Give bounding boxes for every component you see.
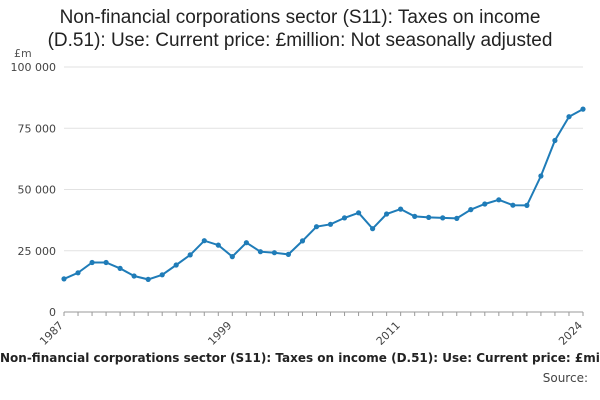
data-point[interactable]: [131, 273, 137, 279]
data-point[interactable]: [398, 206, 404, 212]
data-point[interactable]: [61, 276, 67, 282]
x-tick-label: 1999: [205, 319, 234, 345]
data-point[interactable]: [229, 254, 235, 260]
data-point[interactable]: [552, 137, 558, 144]
data-point[interactable]: [271, 250, 277, 256]
chart-title-line-1: Non-financial corporations sector (S11):…: [59, 7, 541, 28]
data-point[interactable]: [538, 173, 544, 179]
data-point[interactable]: [215, 242, 221, 248]
data-point[interactable]: [412, 213, 418, 219]
data-point[interactable]: [257, 249, 263, 255]
data-point[interactable]: [75, 270, 81, 276]
data-point[interactable]: [89, 259, 95, 266]
y-tick-label: 75 000: [18, 122, 57, 135]
x-axis: 1987 1999 2011 2024: [37, 312, 585, 345]
data-point[interactable]: [117, 265, 123, 271]
data-point[interactable]: [299, 238, 306, 244]
chart-title: Non-financial corporations sector (S11):…: [0, 6, 600, 52]
data-point[interactable]: [566, 114, 572, 120]
data-point[interactable]: [145, 276, 151, 282]
legend-entry: Non-financial corporations sector (S11):…: [0, 351, 600, 365]
y-unit-label: £m: [14, 47, 32, 60]
data-point[interactable]: [454, 215, 460, 221]
data-point[interactable]: [384, 211, 390, 217]
chart-title-line-2: (D.51): Use: Current price: £million: No…: [47, 30, 553, 51]
data-point[interactable]: [426, 214, 432, 220]
data-point[interactable]: [103, 259, 109, 266]
data-point[interactable]: [327, 221, 334, 227]
x-tick-label: 2024: [556, 319, 585, 345]
y-tick-label: 50 000: [18, 184, 57, 197]
data-point[interactable]: [468, 207, 474, 213]
gridlines: [64, 66, 583, 313]
data-point[interactable]: [201, 238, 207, 244]
data-point[interactable]: [580, 106, 586, 112]
data-point[interactable]: [356, 210, 362, 216]
source-label: Source:: [542, 371, 588, 385]
data-point[interactable]: [510, 202, 516, 208]
x-tick-label: 2011: [374, 319, 403, 345]
data-point[interactable]: [243, 240, 249, 246]
y-tick-label: 25 000: [18, 245, 57, 258]
y-tick-label: 100 000: [11, 61, 57, 74]
data-point[interactable]: [370, 226, 376, 232]
data-point[interactable]: [496, 197, 502, 203]
y-axis-ticks: 0 25 000 50 000 75 000 100 000: [11, 61, 57, 319]
legend: Non-financial corporations sector (S11):…: [0, 351, 600, 365]
line-chart: £m 0 25 000 50 000 75 000 100 000 1987 1999 20…: [11, 47, 586, 345]
x-tick-label: 1987: [37, 319, 66, 345]
data-point[interactable]: [341, 215, 348, 221]
y-tick-label: 0: [49, 306, 56, 319]
data-point[interactable]: [173, 262, 179, 268]
data-point[interactable]: [285, 251, 291, 257]
data-point[interactable]: [159, 272, 165, 278]
data-points: [61, 106, 586, 282]
data-point[interactable]: [187, 252, 193, 258]
data-point[interactable]: [482, 201, 488, 207]
data-point[interactable]: [440, 215, 446, 221]
series-line: [63, 108, 584, 281]
data-point[interactable]: [524, 202, 530, 208]
data-point[interactable]: [313, 224, 320, 230]
